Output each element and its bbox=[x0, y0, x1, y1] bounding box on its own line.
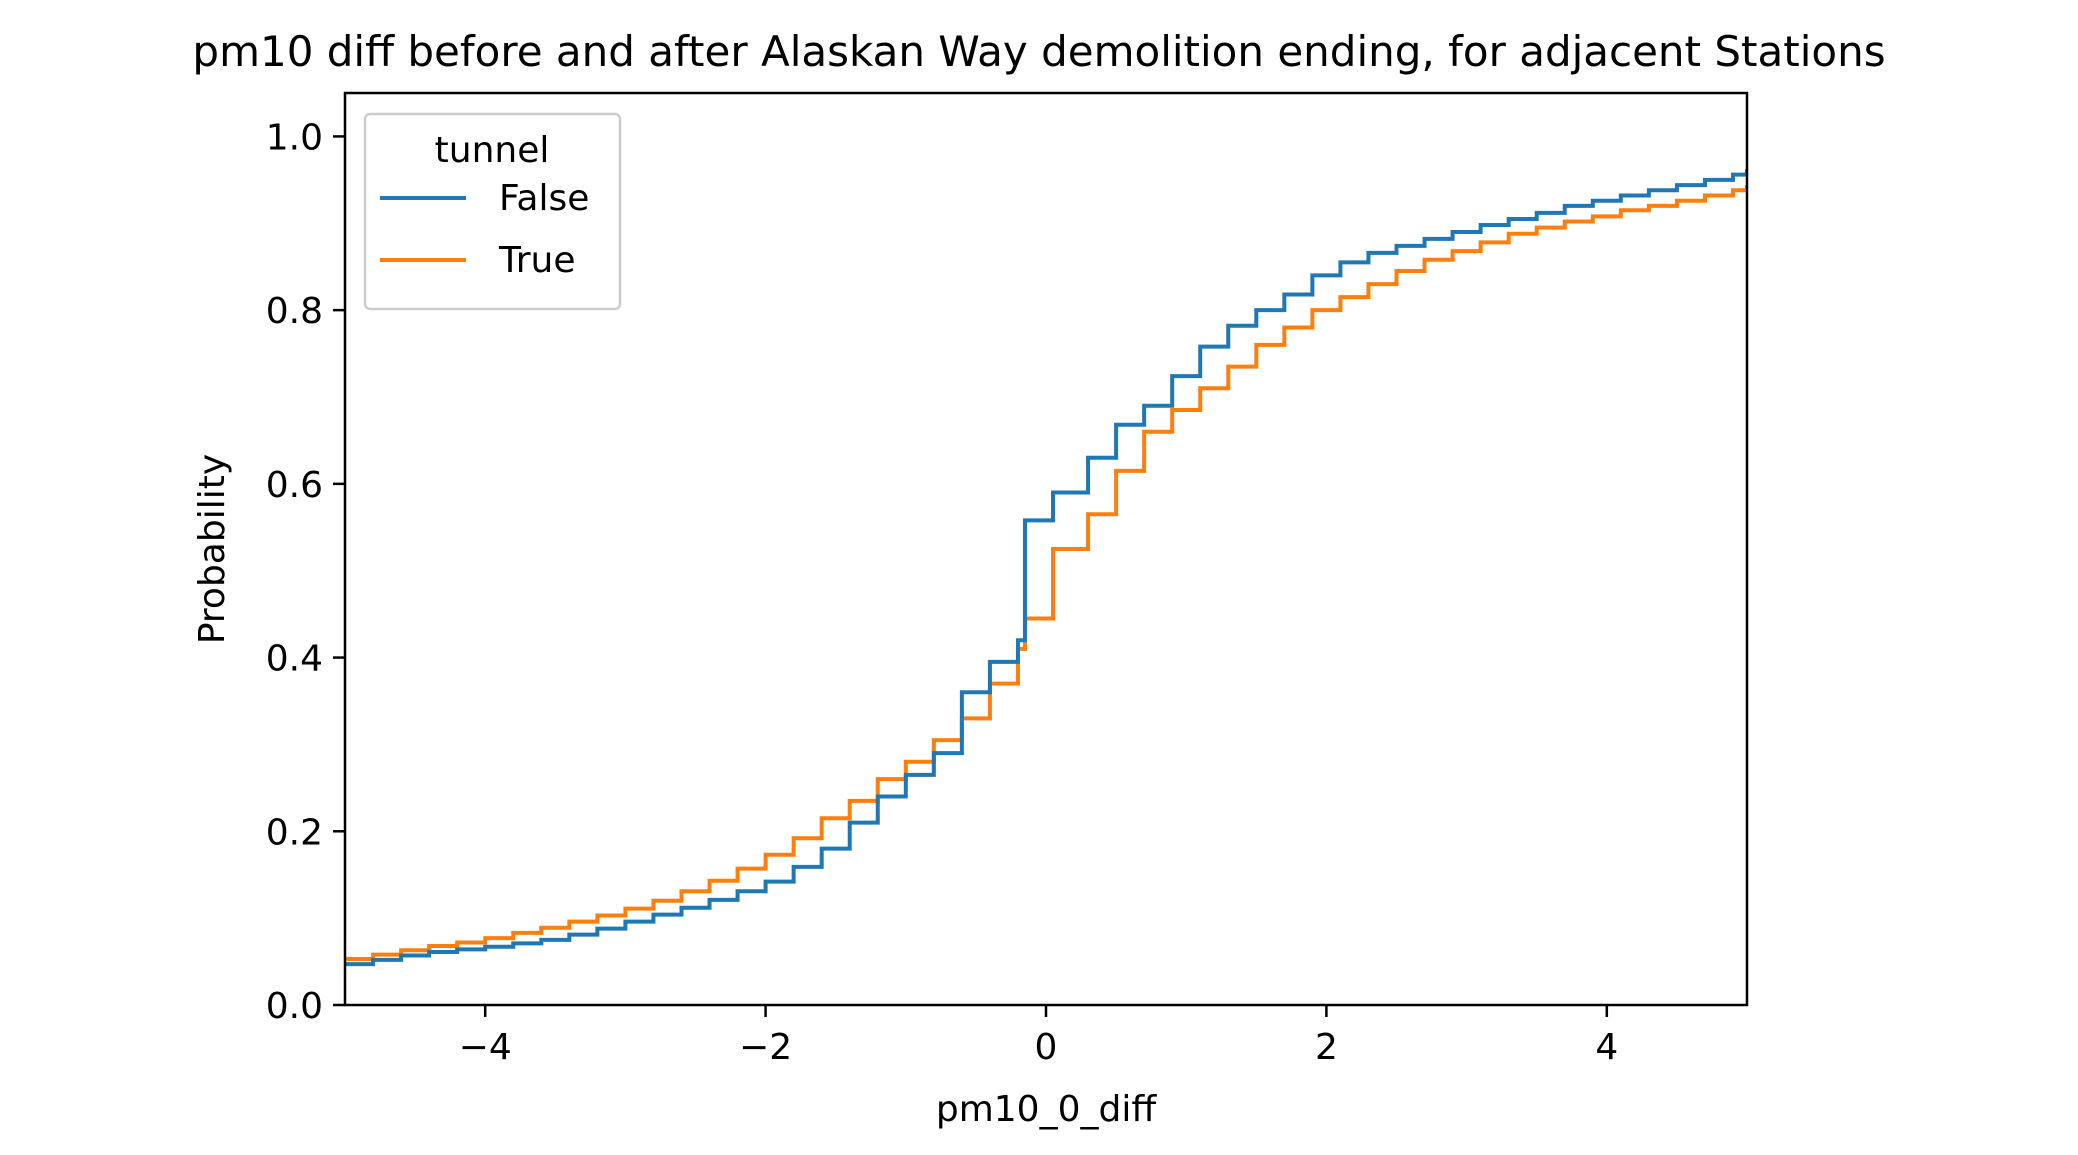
legend: tunnel False True bbox=[363, 112, 622, 311]
series-line-true bbox=[345, 185, 1747, 961]
legend-label: True bbox=[498, 240, 575, 281]
series-line-false bbox=[345, 169, 1747, 967]
x-axis-ticks: −4 −2 0 2 4 bbox=[459, 1005, 1618, 1068]
axes-frame bbox=[343, 91, 1749, 1007]
x-tick-label: 0 bbox=[1035, 1027, 1058, 1068]
plot-area bbox=[345, 169, 1747, 967]
x-tick-label: 4 bbox=[1595, 1027, 1618, 1068]
x-tick-label: 2 bbox=[1315, 1027, 1338, 1068]
y-axis-label: Probability bbox=[192, 454, 233, 644]
y-tick-label: 0.8 bbox=[266, 291, 323, 332]
legend-label: False bbox=[499, 178, 589, 219]
legend-title: tunnel bbox=[435, 130, 550, 171]
chart-title: pm10 diff before and after Alaskan Way d… bbox=[192, 27, 1885, 76]
y-tick-label: 1.0 bbox=[266, 117, 323, 158]
y-axis-ticks: 0.0 0.2 0.4 0.6 0.8 1.0 bbox=[266, 117, 345, 1027]
y-tick-label: 0.4 bbox=[266, 639, 323, 680]
y-tick-label: 0.2 bbox=[266, 812, 323, 853]
y-tick-label: 0.0 bbox=[266, 986, 323, 1027]
legend-entries: False True bbox=[380, 178, 589, 281]
x-tick-label: −2 bbox=[739, 1027, 792, 1068]
y-tick-label: 0.6 bbox=[266, 465, 323, 506]
x-axis-label: pm10_0_diff bbox=[936, 1089, 1157, 1130]
x-tick-label: −4 bbox=[459, 1027, 512, 1068]
